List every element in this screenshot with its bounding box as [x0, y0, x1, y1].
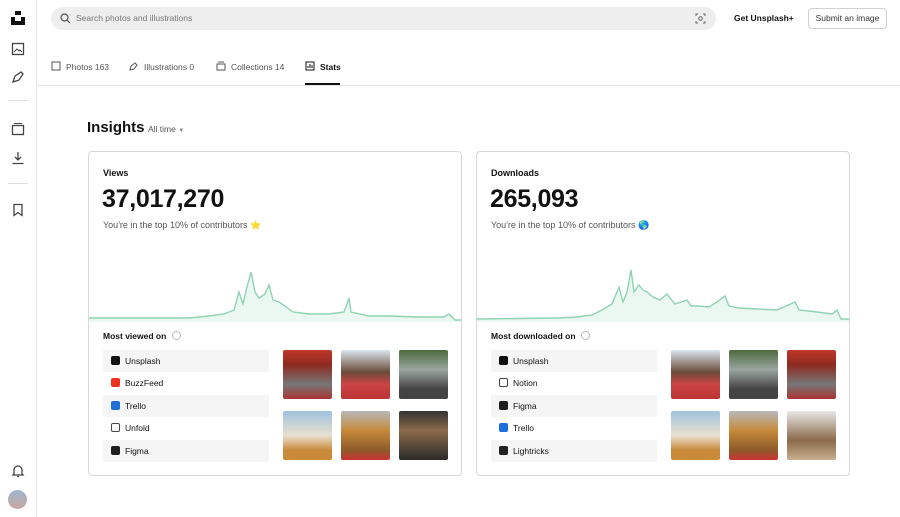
illustrations-icon[interactable] — [11, 70, 25, 84]
platform-icon — [111, 400, 120, 410]
tab-label[interactable]: Stats — [320, 62, 341, 72]
platform-name[interactable]: Figma — [513, 400, 537, 411]
tabs-divider — [37, 85, 900, 86]
download-icon[interactable] — [11, 151, 25, 165]
divider — [8, 183, 28, 184]
thumbnail[interactable] — [787, 411, 836, 460]
platform-icon — [499, 400, 508, 410]
thumbnail[interactable] — [671, 350, 720, 399]
thumbnail[interactable] — [671, 411, 720, 460]
platform-row[interactable]: Lightricks — [491, 439, 657, 462]
platform-row[interactable]: Figma — [491, 394, 657, 417]
sparkline — [89, 271, 461, 322]
tab[interactable]: Stats — [305, 61, 341, 72]
thumbnail[interactable] — [399, 411, 448, 460]
stat-card: Downloads 265,093 You're in the top 10% of… — [476, 151, 850, 476]
thumbnail[interactable] — [341, 411, 390, 460]
tab-count[interactable]: 163 — [94, 62, 110, 72]
platform-icon — [499, 378, 508, 388]
card-label: Views — [103, 168, 129, 178]
platform-row[interactable]: Notion — [491, 372, 657, 395]
platform-name[interactable]: Trello — [125, 400, 146, 411]
platform-row[interactable]: BuzzFeed — [103, 372, 269, 395]
tab[interactable]: Collections 14 — [216, 61, 284, 72]
platform-title-text: Most downloaded on — [491, 331, 576, 341]
photos-icon[interactable] — [11, 42, 25, 56]
avatar[interactable] — [8, 490, 27, 509]
platform-name[interactable]: Trello — [513, 423, 534, 434]
card-note: You're in the top 10% of contributors ⭐ — [103, 220, 262, 230]
tab-label[interactable]: Illustrations — [144, 62, 187, 72]
thumbnail[interactable] — [341, 350, 390, 399]
divider — [8, 100, 28, 101]
platform-row[interactable]: Unsplash — [103, 350, 269, 372]
get-plus-link[interactable]: Get Unsplash+ — [734, 13, 794, 23]
search-bar[interactable]: Search photos and illustrations — [51, 7, 716, 30]
range-label[interactable]: All time — [148, 124, 176, 134]
platform-title-text: Most viewed on — [103, 331, 167, 341]
tab-icon — [129, 62, 138, 71]
platform-icon — [111, 445, 120, 455]
tab[interactable]: Photos 163 — [51, 61, 109, 72]
platform-name[interactable]: Lightricks — [513, 445, 549, 456]
tab-icon — [216, 61, 226, 71]
collections-icon[interactable] — [11, 122, 25, 136]
platform-row[interactable]: Unfold — [103, 417, 269, 440]
platform-name[interactable]: Unsplash — [513, 356, 549, 366]
tab-label[interactable]: Collections — [231, 62, 273, 72]
thumbnail[interactable] — [399, 350, 448, 399]
platform-icon — [111, 378, 120, 388]
platform-name[interactable]: Figma — [125, 445, 149, 456]
tab[interactable]: Illustrations 0 — [129, 61, 194, 72]
stat-card: Views 37,017,270 You're in the top 10% of … — [88, 151, 462, 476]
platform-title: Most viewed on — [103, 331, 181, 341]
platform-icon — [111, 423, 120, 433]
thumbnail[interactable] — [283, 411, 332, 460]
visual-search-icon[interactable] — [695, 13, 706, 24]
tab-count[interactable]: 14 — [274, 62, 285, 72]
range-select[interactable]: All time ▼ — [148, 124, 185, 134]
card-label: Downloads — [491, 168, 540, 178]
search-placeholder: Search photos and illustrations — [76, 13, 193, 23]
platform-icon — [111, 356, 120, 365]
insights-title: Insights — [87, 119, 145, 136]
bell-icon[interactable] — [11, 464, 25, 478]
tab-icon — [51, 61, 61, 71]
platform-title: Most downloaded on — [491, 331, 590, 341]
submit-button[interactable]: Submit an image — [808, 8, 887, 29]
thumbnail[interactable] — [283, 350, 332, 399]
platform-icon — [499, 423, 508, 433]
platform-row[interactable]: Figma — [103, 439, 269, 462]
logo[interactable] — [11, 11, 25, 25]
thumbnail[interactable] — [787, 350, 836, 399]
thumbnail[interactable] — [729, 411, 778, 460]
platform-row[interactable]: Trello — [103, 394, 269, 417]
card-total: 265,093 — [490, 185, 579, 213]
platform-row[interactable]: Unsplash — [491, 350, 657, 372]
sparkline — [477, 269, 849, 322]
tab-label[interactable]: Photos — [66, 62, 93, 72]
search-icon — [60, 13, 71, 24]
tab-underline — [305, 83, 340, 85]
platform-name[interactable]: BuzzFeed — [125, 378, 164, 389]
tab-icon — [305, 61, 315, 71]
platform-name[interactable]: Notion — [513, 378, 538, 389]
card-total: 37,017,270 — [102, 185, 225, 213]
platform-name[interactable]: Unfold — [125, 423, 150, 434]
bookmark-icon[interactable] — [11, 203, 25, 217]
platform-icon — [499, 445, 508, 455]
card-note: You're in the top 10% of contributors 🌎 — [491, 220, 650, 230]
sidebar — [0, 0, 37, 517]
tab-count[interactable]: 0 — [189, 62, 195, 72]
thumbnail[interactable] — [729, 350, 778, 399]
platform-name[interactable]: Unsplash — [125, 356, 161, 366]
platform-icon — [499, 356, 508, 365]
platform-row[interactable]: Trello — [491, 417, 657, 440]
